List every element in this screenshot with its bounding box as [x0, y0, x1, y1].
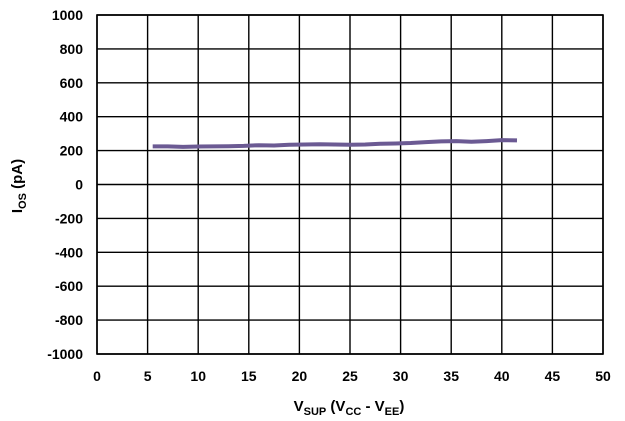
- y-tick-label: -600: [55, 278, 83, 294]
- grid: [96, 14, 604, 355]
- x-title-sub3: EE: [385, 406, 400, 418]
- series-line: [152, 138, 518, 149]
- x-tick-label: 40: [494, 368, 510, 384]
- x-title-main: V: [294, 398, 304, 415]
- x-title-sub: SUP: [304, 406, 327, 418]
- x-title-mid2: - V: [361, 398, 384, 415]
- series-layer: [152, 138, 518, 149]
- x-axis-title: VSUP (VCC - VEE): [294, 398, 405, 418]
- y-title-end: (pA): [9, 159, 26, 193]
- y-tick-label: -200: [55, 210, 83, 226]
- x-tick-label: 15: [241, 368, 257, 384]
- x-title-sub2: CC: [345, 406, 361, 418]
- x-tick-label: 30: [393, 368, 409, 384]
- x-tick-label: 20: [292, 368, 308, 384]
- y-title-sub: OS: [17, 193, 29, 209]
- x-title-mid1: (V: [326, 398, 345, 415]
- x-title-end: ): [399, 398, 404, 415]
- y-title-main: I: [9, 209, 26, 213]
- x-tick-label: 5: [144, 368, 152, 384]
- y-tick-label: 800: [60, 41, 84, 57]
- y-tick-label: 1000: [52, 7, 83, 23]
- x-tick-label: 0: [93, 368, 101, 384]
- y-tick-label: 200: [60, 143, 84, 159]
- x-tick-label: 50: [595, 368, 611, 384]
- y-tick-label: -1000: [47, 346, 83, 362]
- x-tick-label: 45: [545, 368, 561, 384]
- y-axis-title: IOS (pA): [9, 159, 29, 213]
- y-tick-label: 600: [60, 75, 84, 91]
- x-tick-label: 10: [190, 368, 206, 384]
- y-tick-label: 400: [60, 109, 84, 125]
- plot-border: [96, 14, 604, 355]
- x-tick-label: 35: [443, 368, 459, 384]
- y-tick-label: -400: [55, 244, 83, 260]
- tick-labels: 0 5 10 15 20 25 30 35 40 45 50 1000 800 600 400 200 0 -20…: [47, 7, 611, 384]
- y-tick-label: -800: [55, 312, 83, 328]
- y-tick-label: 0: [75, 177, 83, 193]
- x-tick-label: 25: [342, 368, 358, 384]
